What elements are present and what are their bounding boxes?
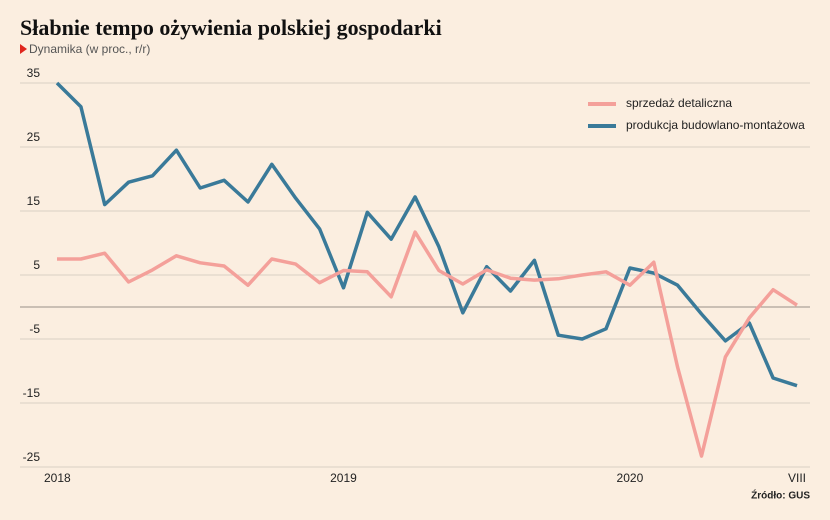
y-tick-label: -15 [23,386,41,400]
subtitle-marker [20,44,27,54]
y-tick-label: 35 [27,66,41,80]
source: Źródło: GUS [751,489,810,502]
x-tick-label: 2019 [330,471,357,485]
x-tick-label: VIII [788,471,806,485]
y-tick-label: 15 [27,194,41,208]
y-tick-label: 5 [33,258,40,272]
series-line [55,81,798,388]
legend-label: produkcja budowlano-montażowa [626,118,805,132]
y-tick-label: -25 [23,450,41,464]
chart-title: Słabnie tempo ożywienia polskiej gospoda… [20,15,442,40]
x-tick-label: 2018 [44,471,71,485]
y-tick-label: -5 [29,322,40,336]
legend-label: sprzedaż detaliczna [626,96,732,110]
series-line [57,230,798,458]
chart-subtitle: Dynamika (w proc., r/r) [29,42,150,56]
y-tick-label: 25 [27,130,41,144]
x-tick-label: 2020 [617,471,644,485]
